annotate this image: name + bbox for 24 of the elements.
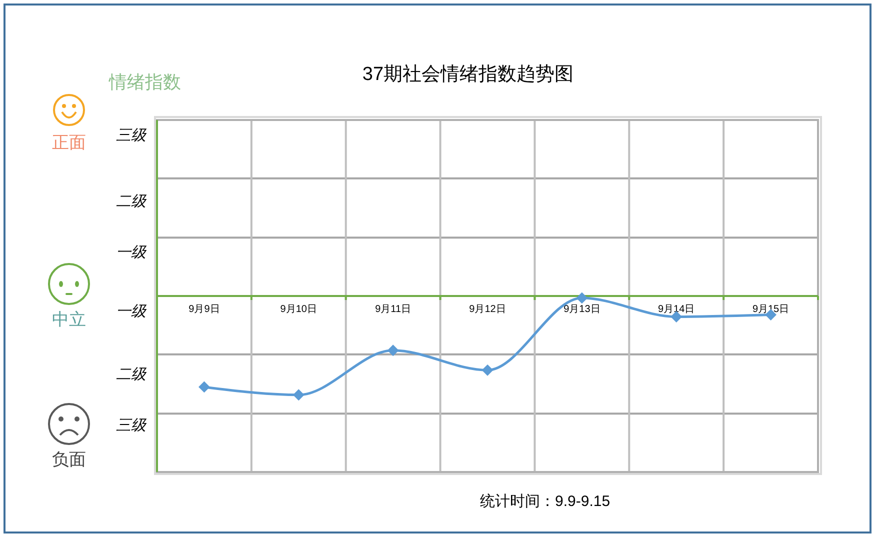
text: 三级 <box>116 127 147 144</box>
text: 二级 <box>116 193 147 210</box>
text: 正面 <box>52 133 86 152</box>
point <box>576 292 588 304</box>
x-tick-label: 9月12日 <box>469 304 506 315</box>
text: 中立 <box>52 310 86 329</box>
point <box>293 389 304 400</box>
chart-title: 37期社会情绪指数趋势图 <box>362 64 574 85</box>
text: 统计时间：9.9-9.15 <box>480 493 610 510</box>
text: 负面 <box>52 450 86 469</box>
x-tick-label: 9月14日 <box>658 304 695 315</box>
point <box>388 344 399 356</box>
x-tick-label: 9月10日 <box>280 304 317 315</box>
text: 一级 <box>116 244 147 261</box>
x-tick-label: 9月9日 <box>188 304 220 315</box>
point <box>198 381 210 392</box>
x-tick-label: 9月11日 <box>375 304 412 315</box>
x-tick-label: 9月13日 <box>564 304 600 315</box>
point <box>670 311 682 322</box>
point <box>482 364 493 376</box>
text: 三级 <box>116 417 147 434</box>
text: 一级 <box>116 303 147 320</box>
text: 二级 <box>116 366 147 383</box>
text: 情绪指数 <box>108 72 181 92</box>
